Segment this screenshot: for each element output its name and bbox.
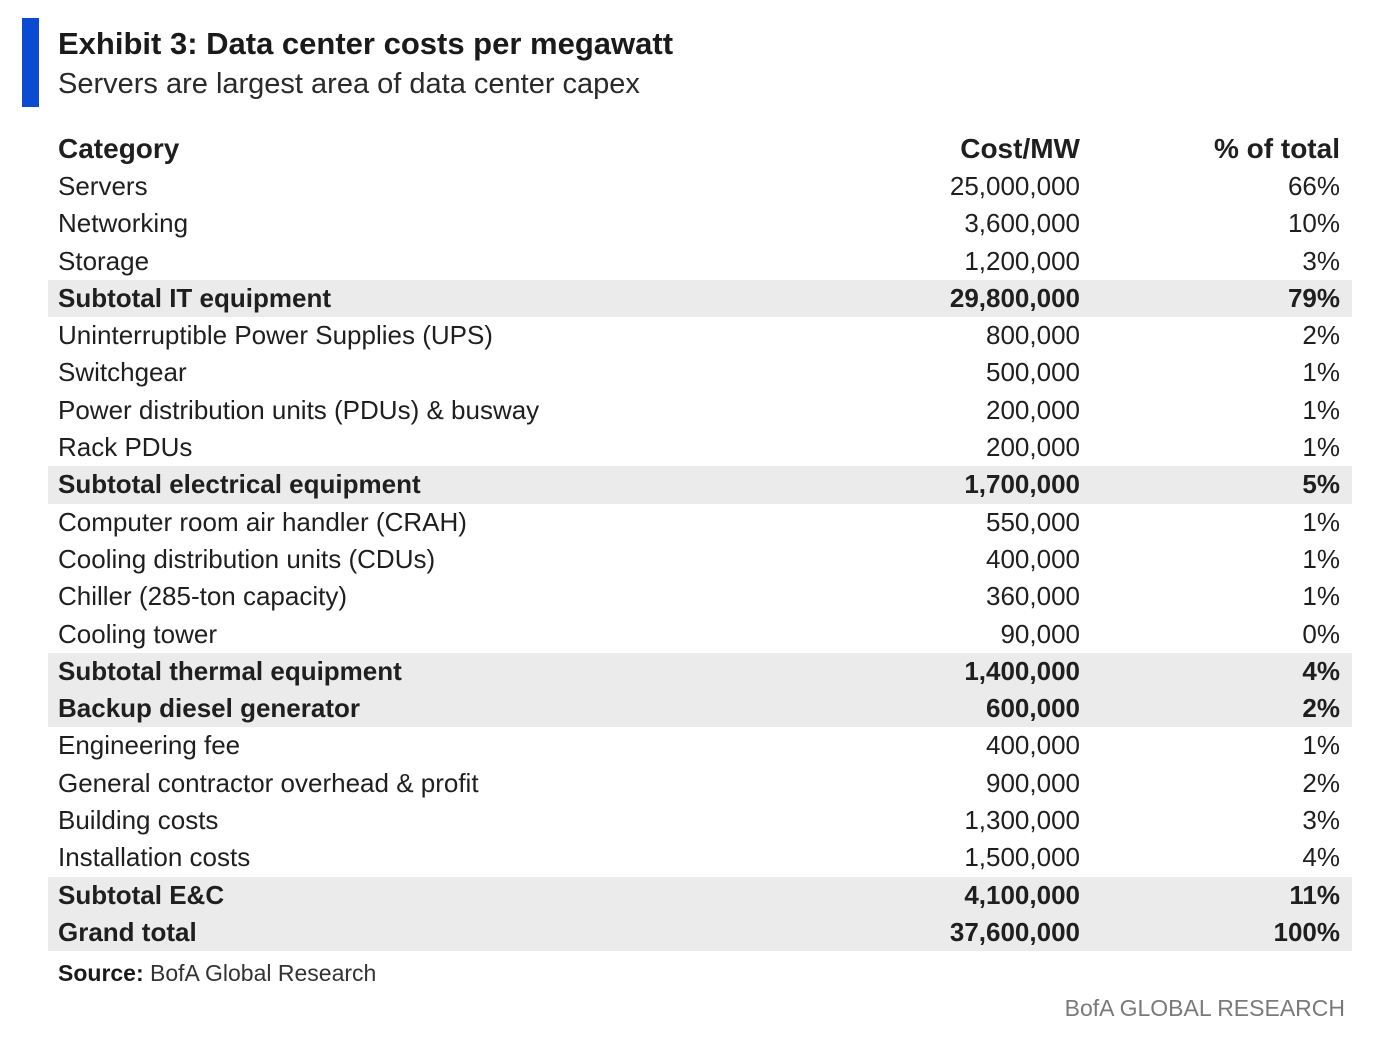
column-header-category: Category [58, 133, 180, 164]
percent-cell: 79% [1287, 282, 1340, 313]
table-header-row: Category Cost/MW % of total [48, 130, 1352, 168]
table-row: Cooling tower 90,000 0% [48, 616, 1352, 653]
category-cell: Uninterruptible Power Supplies (UPS) [58, 320, 493, 351]
exhibit-subtitle: Servers are largest area of data center … [58, 68, 640, 100]
cost-cell: 200,000 [986, 432, 1080, 463]
table-row: Cooling distribution units (CDUs) 400,000… [48, 541, 1352, 578]
table-row: Rack PDUs 200,000 1% [48, 429, 1352, 466]
table-subtotal-row: Grand total 37,600,000 100% [48, 913, 1352, 952]
category-cell: Cooling distribution units (CDUs) [58, 543, 436, 574]
cost-cell: 900,000 [986, 767, 1080, 798]
exhibit-title: Exhibit 3: Data center costs per megawat… [58, 26, 674, 61]
column-header-cost: Cost/MW [960, 133, 1080, 164]
table-subtotal-row: Subtotal E&C 4,100,000 11% [48, 876, 1352, 914]
table-body: Servers 25,000,000 66% Networking 3,600,000 1… [48, 168, 1352, 952]
category-cell: Engineering fee [58, 730, 241, 761]
table-row: Uninterruptible Power Supplies (UPS) 800,… [48, 317, 1352, 354]
category-cell: Subtotal E&C [58, 879, 225, 910]
table-row: Chiller (285-ton capacity) 360,000 1% [48, 578, 1352, 615]
percent-cell: 1% [1302, 730, 1340, 761]
category-cell: Networking [58, 208, 189, 239]
brand-footer: BofA GLOBAL RESEARCH [1064, 995, 1345, 1021]
table-subtotal-row: Backup diesel generator 600,000 2% [48, 690, 1352, 728]
category-cell: Switchgear [58, 357, 187, 388]
table-row: Power distribution units (PDUs) & busway… [48, 392, 1352, 429]
percent-cell: 1% [1302, 581, 1340, 612]
cost-cell: 90,000 [1000, 618, 1080, 649]
percent-cell: 3% [1302, 245, 1340, 276]
source-text: BofA Global Research [150, 960, 377, 986]
category-cell: General contractor overhead & profit [58, 767, 479, 798]
category-cell: Storage [58, 245, 150, 276]
table-row: Building costs 1,300,000 3% [48, 802, 1352, 839]
percent-cell: 66% [1287, 171, 1340, 201]
category-cell: Rack PDUs [58, 432, 193, 463]
cost-cell: 500,000 [986, 357, 1080, 388]
cost-table: Category Cost/MW % of total Servers 25,00… [48, 130, 1352, 952]
percent-cell: 10% [1287, 208, 1340, 239]
cost-cell: 1,300,000 [964, 805, 1080, 836]
category-cell: Grand total [58, 916, 197, 947]
percent-cell: 11% [1289, 879, 1340, 910]
percent-cell: 1% [1302, 432, 1340, 463]
cost-cell: 29,800,000 [949, 282, 1080, 313]
table-row: Servers 25,000,000 66% [48, 168, 1352, 205]
category-cell: Installation costs [58, 842, 251, 873]
table-row: Engineering fee 400,000 1% [48, 727, 1352, 764]
table-row: Computer room air handler (CRAH) 550,000 1… [48, 504, 1352, 541]
accent-bar [22, 18, 39, 107]
percent-cell: 2% [1302, 320, 1340, 351]
percent-cell: 1% [1302, 357, 1340, 388]
cost-cell: 3,600,000 [964, 208, 1080, 239]
category-cell: Power distribution units (PDUs) & busway [58, 394, 540, 425]
cost-cell: 360,000 [986, 581, 1080, 612]
cost-cell: 1,400,000 [964, 655, 1080, 686]
percent-cell: 0% [1302, 618, 1340, 649]
category-cell: Subtotal electrical equipment [58, 469, 421, 500]
table-subtotal-row: Subtotal thermal equipment 1,400,000 4% [48, 652, 1352, 691]
cost-cell: 200,000 [986, 394, 1080, 425]
table-row: Storage 1,200,000 3% [48, 243, 1352, 280]
cost-cell: 37,600,000 [949, 916, 1080, 947]
category-cell: Cooling tower [58, 618, 217, 649]
category-cell: Backup diesel generator [58, 693, 360, 724]
table-row: Networking 3,600,000 10% [48, 205, 1352, 242]
category-cell: Subtotal IT equipment [58, 282, 331, 313]
percent-cell: 2% [1302, 767, 1340, 798]
percent-cell: 2% [1302, 693, 1340, 724]
table-row: General contractor overhead & profit 900,… [48, 765, 1352, 802]
category-cell: Building costs [58, 805, 219, 836]
cost-cell: 1,200,000 [964, 245, 1080, 276]
source-note: Source: BofA Global Research [58, 960, 376, 987]
cost-cell: 600,000 [986, 693, 1080, 724]
category-cell: Chiller (285-ton capacity) [58, 581, 348, 612]
percent-cell: 1% [1302, 543, 1340, 574]
percent-cell: 1% [1302, 506, 1340, 537]
cost-cell: 400,000 [986, 543, 1080, 574]
percent-cell: 4% [1302, 655, 1340, 686]
cost-cell: 400,000 [986, 730, 1080, 761]
table-row: Installation costs 1,500,000 4% [48, 839, 1352, 876]
source-label: Source: [58, 960, 144, 986]
percent-cell: 100% [1273, 916, 1341, 947]
percent-cell: 5% [1302, 469, 1340, 500]
percent-cell: 1% [1302, 394, 1340, 425]
cost-cell: 4,100,000 [964, 879, 1080, 910]
category-cell: Servers [58, 171, 148, 201]
table-row: Switchgear 500,000 1% [48, 354, 1352, 391]
category-cell: Computer room air handler (CRAH) [58, 506, 467, 537]
column-header-percent: % of total [1214, 133, 1340, 164]
cost-cell: 1,700,000 [964, 469, 1080, 500]
table-subtotal-row: Subtotal electrical equipment 1,700,000 5% [48, 466, 1352, 504]
table-subtotal-row: Subtotal IT equipment 29,800,000 79% [48, 279, 1352, 318]
cost-cell: 800,000 [986, 320, 1080, 351]
cost-cell: 1,500,000 [964, 842, 1080, 873]
cost-cell: 550,000 [986, 506, 1080, 537]
category-cell: Subtotal thermal equipment [58, 655, 402, 686]
percent-cell: 3% [1302, 805, 1340, 836]
percent-cell: 4% [1302, 842, 1340, 873]
cost-cell: 25,000,000 [949, 171, 1080, 201]
